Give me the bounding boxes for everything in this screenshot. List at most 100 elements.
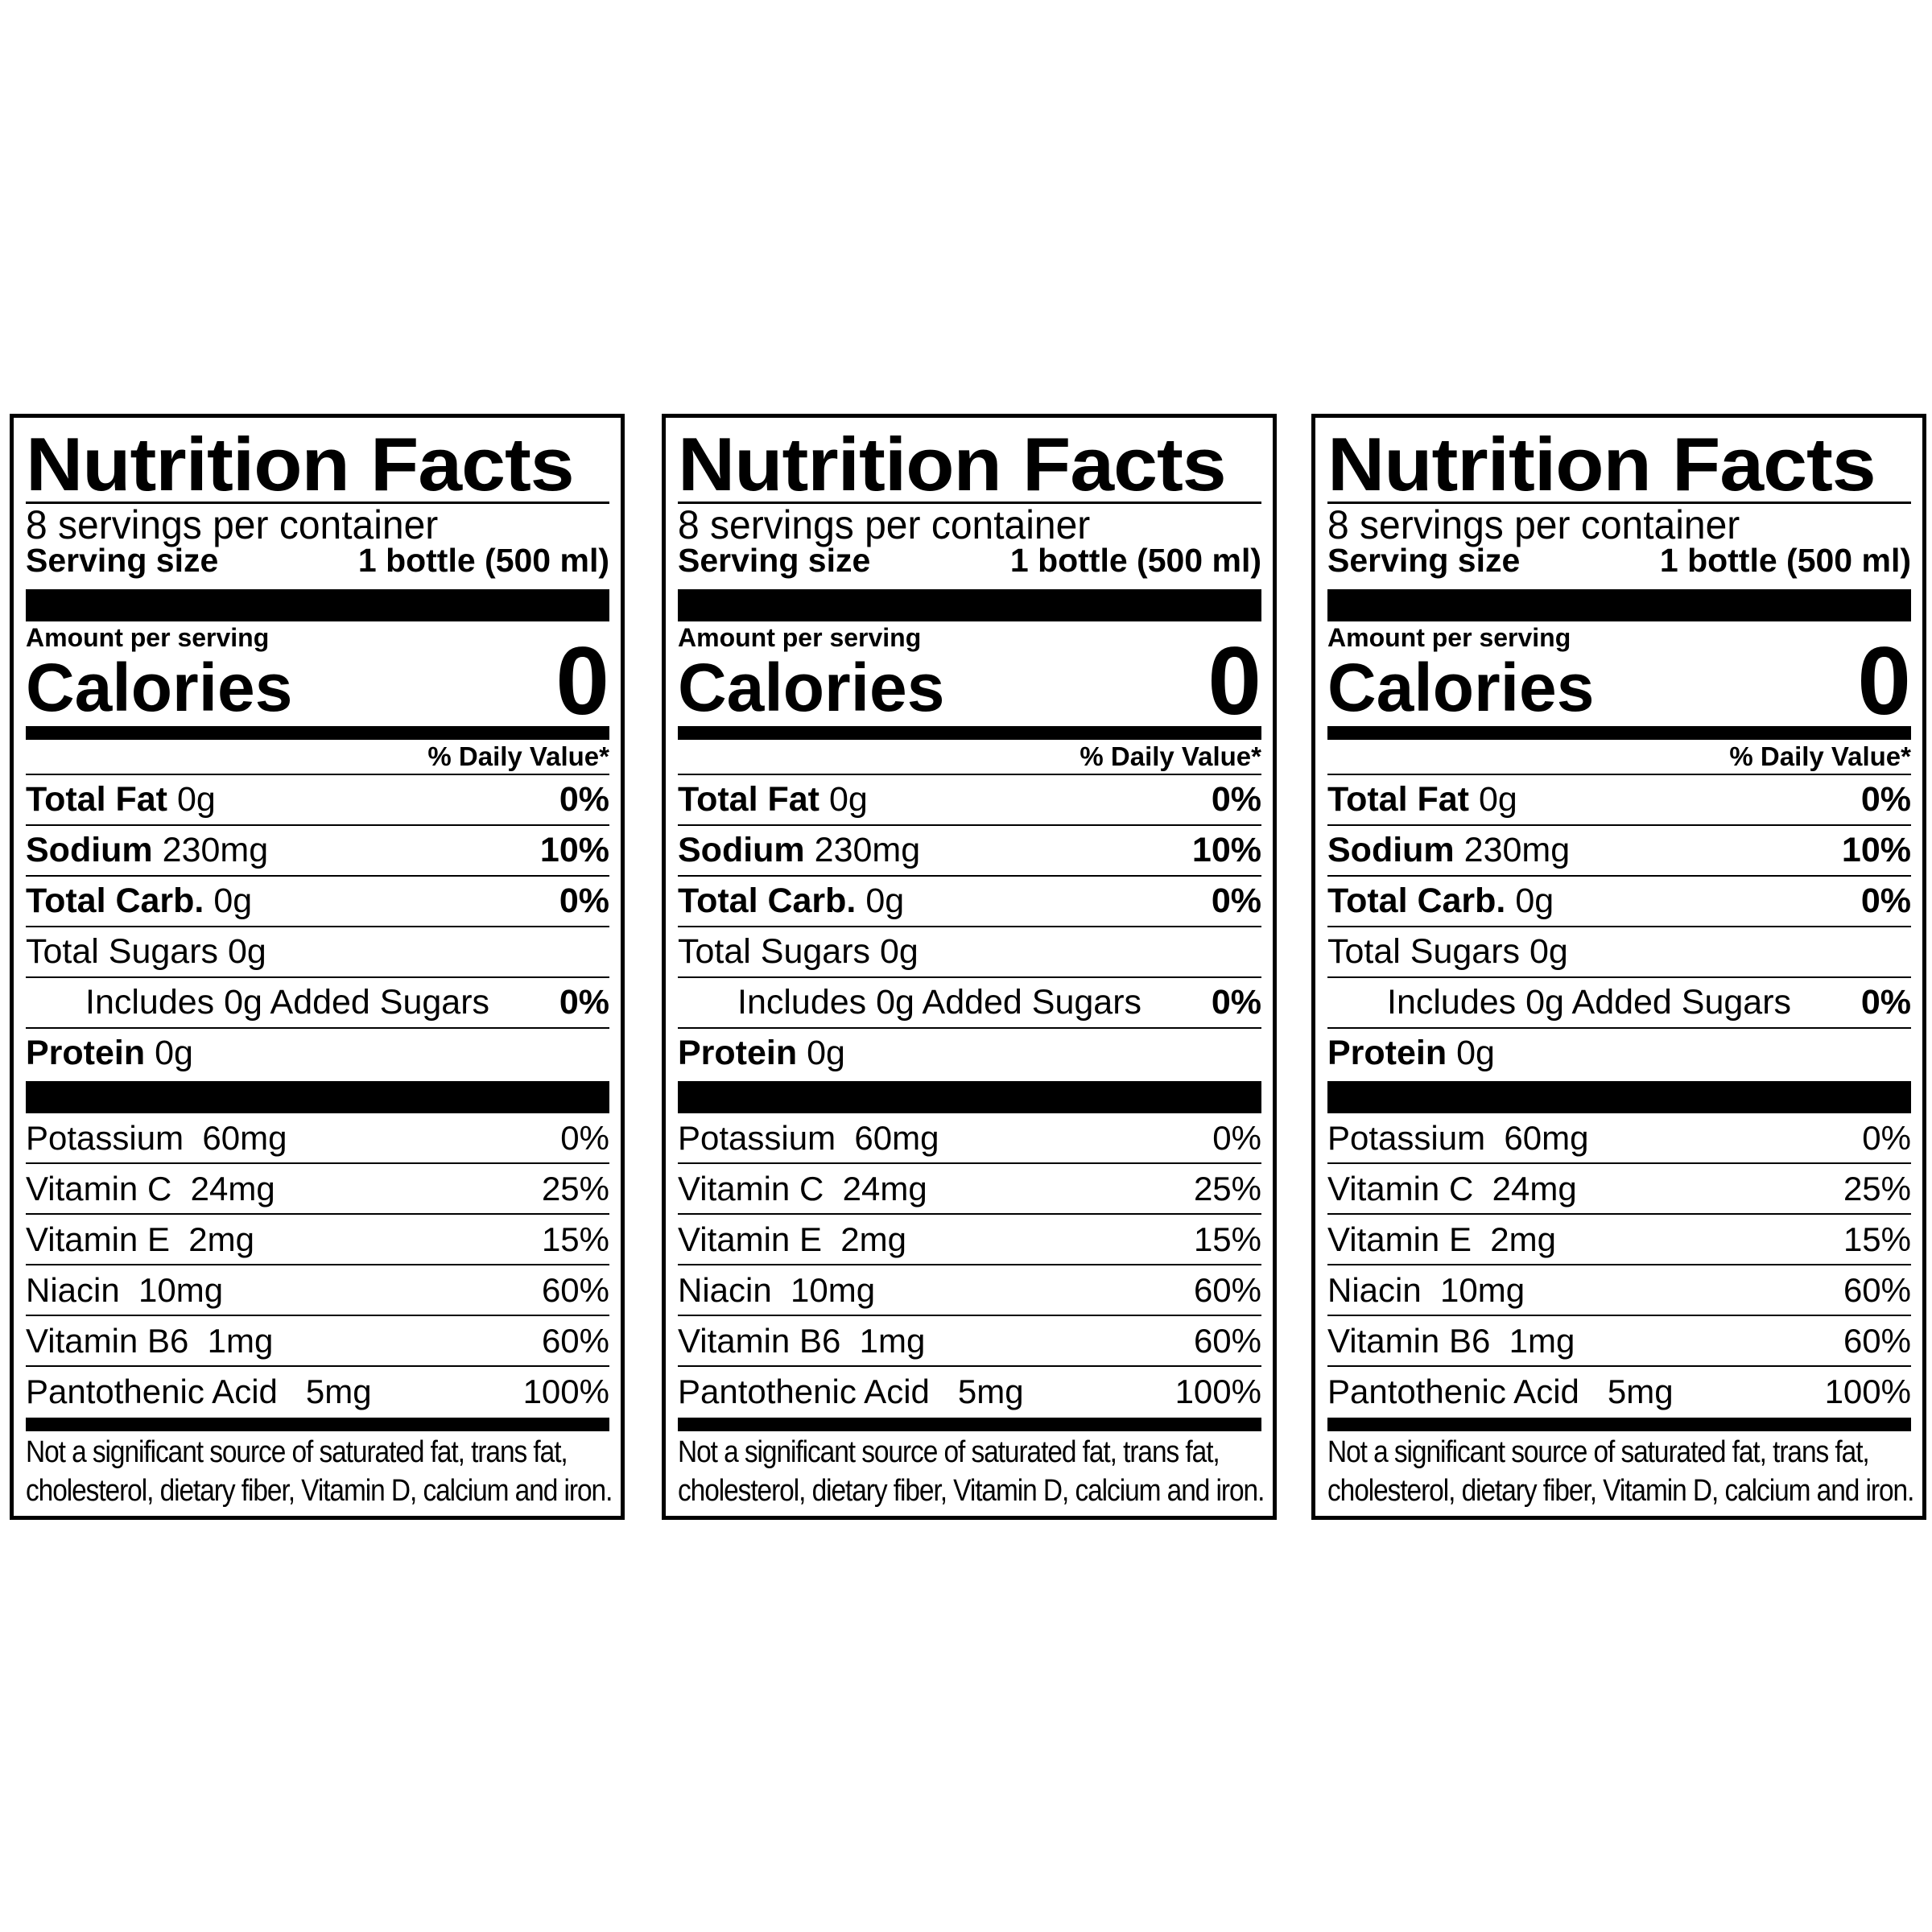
- title-rule: [678, 502, 1261, 504]
- micronutrient-name-amount: Vitamin E 2mg: [26, 1220, 255, 1258]
- nutrient-row: Total Fat 0g 0%: [678, 774, 1261, 824]
- nutrient-row: Includes 0g Added Sugars 0%: [26, 976, 609, 1027]
- amount-per-serving: Amount per serving: [1327, 623, 1571, 652]
- nutrient-row: Total Fat 0g 0%: [26, 774, 609, 824]
- nutrient-amount: 0g: [155, 1034, 193, 1072]
- nutrient-name: Sodium: [1327, 831, 1455, 869]
- thick-divider: [678, 589, 1261, 621]
- nutrient-name-amount: Total Sugars 0g: [26, 932, 276, 972]
- daily-value-header: % Daily Value*: [1080, 741, 1261, 771]
- micronutrient-list: Potassium 60mg 0% Vitamin C 24mg 25% Vitamin…: [26, 1113, 609, 1416]
- nutrient-name-amount: Protein 0g: [678, 1034, 845, 1073]
- nutrient-name: Protein: [678, 1034, 798, 1072]
- footnote: Not a significant source of saturated fa…: [26, 1433, 613, 1510]
- medium-divider: [1327, 726, 1911, 740]
- micronutrient-daily-value: 60%: [1193, 1270, 1261, 1309]
- nutrient-name: Protein: [26, 1034, 146, 1072]
- nutrient-daily-value: 0%: [559, 780, 609, 819]
- nutrient-daily-value: 0%: [559, 983, 609, 1022]
- micronutrient-row: Niacin 10mg 60%: [678, 1264, 1261, 1315]
- micronutrient-name-amount: Niacin 10mg: [1327, 1270, 1525, 1309]
- nutrition-label-1: Nutrition Facts 8 servings per container…: [10, 414, 625, 1520]
- serving-size-value: 1 bottle (500 ml): [1659, 542, 1911, 579]
- micronutrient-row: Vitamin B6 1mg 60%: [1327, 1315, 1911, 1365]
- micronutrient-daily-value: 15%: [1843, 1220, 1911, 1258]
- footnote-line: Not a significant source of saturated fa…: [678, 1435, 1220, 1469]
- calories-value: 0: [555, 627, 609, 735]
- nutrient-name: Total Carb.: [678, 881, 857, 920]
- micronutrient-name-amount: Niacin 10mg: [678, 1270, 876, 1309]
- nutrient-daily-value: 10%: [1191, 831, 1261, 869]
- nutrient-name-amount: Total Fat 0g: [26, 780, 216, 819]
- micronutrient-list: Potassium 60mg 0% Vitamin C 24mg 25% Vitamin…: [678, 1113, 1261, 1416]
- nutrient-amount: 230mg: [814, 831, 921, 869]
- micronutrient-row: Niacin 10mg 60%: [26, 1264, 609, 1315]
- nutrient-amount: 0g: [213, 881, 253, 920]
- nutrient-name-amount: Protein 0g: [1327, 1034, 1495, 1073]
- nutrient-name-amount: Protein 0g: [26, 1034, 193, 1073]
- nutrient-row: Total Sugars 0g: [26, 926, 609, 976]
- nutrient-list: Total Fat 0g 0% Sodium 230mg 10% Total Carb. 0g…: [678, 774, 1261, 1078]
- micronutrient-row: Potassium 60mg 0%: [26, 1113, 609, 1162]
- nutrition-label-inner: Nutrition Facts 8 servings per container…: [678, 427, 1265, 1510]
- thick-divider: [1327, 589, 1911, 621]
- nutrient-amount: 0g: [807, 1034, 845, 1072]
- label-title: Nutrition Facts: [678, 422, 1227, 506]
- micronutrient-row: Vitamin E 2mg 15%: [1327, 1213, 1911, 1264]
- nutrient-amount: 0g: [865, 881, 905, 920]
- micronutrient-name-amount: Vitamin C 24mg: [678, 1169, 927, 1208]
- nutrient-daily-value: 0%: [1860, 983, 1911, 1022]
- micronutrient-row: Pantothenic Acid 5mg 100%: [678, 1365, 1261, 1416]
- nutrient-amount: 0g: [176, 780, 216, 819]
- nutrient-row: Total Sugars 0g: [1327, 926, 1911, 976]
- nutrient-row: Total Carb. 0g 0%: [26, 875, 609, 926]
- nutrition-label-2: Nutrition Facts 8 servings per container…: [662, 414, 1277, 1520]
- nutrient-amount: 0g: [1456, 1034, 1495, 1072]
- nutrient-daily-value: 0%: [1860, 881, 1911, 920]
- micronutrient-daily-value: 100%: [1824, 1372, 1911, 1410]
- calories-row: Calories 0: [26, 633, 609, 729]
- nutrient-name: Total Fat: [1327, 780, 1469, 819]
- footnote-divider: [1327, 1418, 1911, 1431]
- nutrient-name-amount: Sodium 230mg: [26, 831, 268, 870]
- nutrient-name: Sodium: [678, 831, 805, 869]
- nutrient-name: Total Sugars 0g: [26, 932, 266, 971]
- micronutrient-name-amount: Pantothenic Acid 5mg: [1327, 1372, 1674, 1410]
- micronutrient-row: Potassium 60mg 0%: [678, 1113, 1261, 1162]
- micronutrient-name-amount: Vitamin E 2mg: [678, 1220, 907, 1258]
- micronutrient-daily-value: 100%: [1174, 1372, 1261, 1410]
- micronutrient-name-amount: Potassium 60mg: [1327, 1118, 1589, 1157]
- serving-size-label: Serving size: [1327, 542, 1521, 579]
- nutrient-amount: 230mg: [162, 831, 269, 869]
- micronutrient-daily-value: 25%: [1843, 1169, 1911, 1208]
- nutrient-row: Sodium 230mg 10%: [26, 824, 609, 875]
- micronutrient-name-amount: Pantothenic Acid 5mg: [678, 1372, 1024, 1410]
- micronutrient-row: Vitamin E 2mg 15%: [678, 1213, 1261, 1264]
- micronutrient-row: Vitamin B6 1mg 60%: [26, 1315, 609, 1365]
- nutrition-label-inner: Nutrition Facts 8 servings per container…: [1327, 427, 1914, 1510]
- daily-value-header: % Daily Value*: [1729, 741, 1911, 771]
- nutrient-daily-value: 0%: [1211, 881, 1261, 920]
- micronutrient-row: Vitamin C 24mg 25%: [1327, 1162, 1911, 1213]
- nutrient-list: Total Fat 0g 0% Sodium 230mg 10% Total Carb. 0g…: [1327, 774, 1911, 1078]
- medium-divider: [26, 726, 609, 740]
- micronutrient-daily-value: 60%: [541, 1321, 609, 1360]
- micronutrient-daily-value: 15%: [541, 1220, 609, 1258]
- footnote-divider: [678, 1418, 1261, 1431]
- nutrient-name-amount: Total Sugars 0g: [678, 932, 928, 972]
- footnote-line: Not a significant source of saturated fa…: [26, 1435, 568, 1469]
- micronutrient-row: Pantothenic Acid 5mg 100%: [26, 1365, 609, 1416]
- nutrient-name: Sodium: [26, 831, 153, 869]
- nutrient-row: Total Sugars 0g: [678, 926, 1261, 976]
- calories-label: Calories: [26, 650, 293, 725]
- footnote-line: cholesterol, dietary fiber, Vitamin D, c…: [26, 1474, 613, 1508]
- micronutrient-name-amount: Vitamin C 24mg: [26, 1169, 275, 1208]
- label-title: Nutrition Facts: [1327, 422, 1876, 506]
- micronutrient-row: Potassium 60mg 0%: [1327, 1113, 1911, 1162]
- micronutrient-name-amount: Vitamin C 24mg: [1327, 1169, 1577, 1208]
- nutrient-name-amount: Includes 0g Added Sugars: [678, 983, 1151, 1022]
- medium-divider: [678, 726, 1261, 740]
- nutrient-name: Total Sugars 0g: [1327, 932, 1568, 971]
- nutrient-name-amount: Includes 0g Added Sugars: [1327, 983, 1801, 1022]
